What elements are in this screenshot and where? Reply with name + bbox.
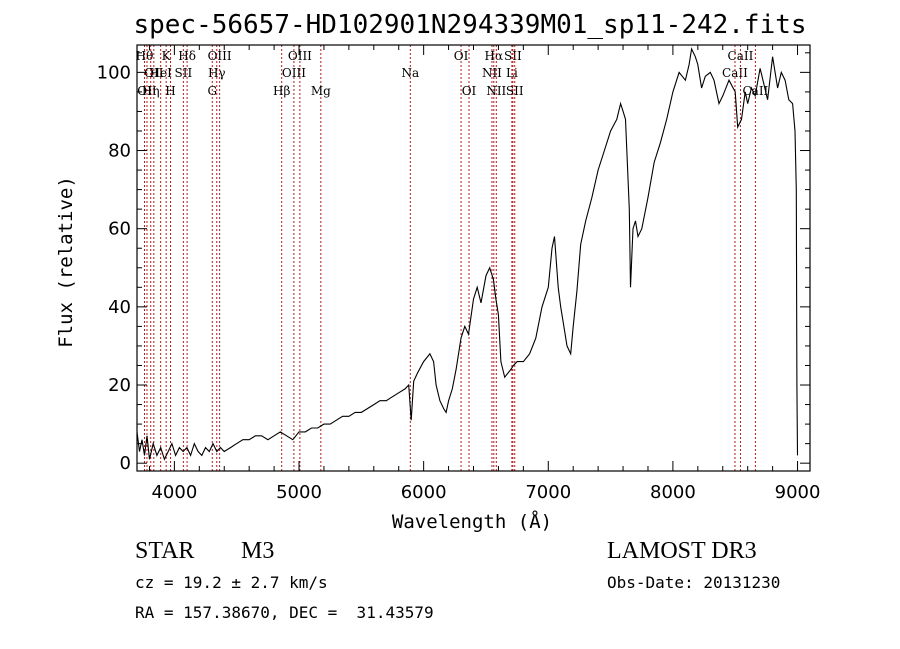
y-tick-label-3: 60 (108, 219, 131, 240)
line-label-23: SII (504, 49, 522, 63)
x-tick-label-2: 6000 (401, 482, 447, 503)
line-label-22: Li (506, 66, 518, 80)
redshift-cz: cz = 19.2 ± 2.7 km/s (135, 573, 328, 592)
observation-date: Obs-Date: 20131230 (607, 573, 781, 592)
line-label-7: SII (175, 66, 193, 80)
line-label-4: HeI (150, 66, 173, 80)
line-label-12: Hβ (273, 84, 290, 98)
line-label-24: SII (506, 84, 524, 98)
x-tick-label-0: 4000 (151, 482, 197, 503)
coordinates: RA = 157.38670, DEC = 31.43579 (135, 603, 434, 622)
line-label-2: Hη (142, 84, 160, 98)
y-tick-label-4: 80 (108, 141, 131, 162)
line-label-10: Hγ (208, 66, 226, 80)
line-label-14: OIII (288, 49, 312, 63)
line-label-21: NII (486, 84, 506, 98)
line-label-18: OI (462, 84, 477, 98)
line-label-25: CaII (722, 66, 748, 80)
line-label-5: K (162, 49, 172, 63)
line-label-1: OII (137, 84, 157, 98)
line-label-6: H (165, 84, 175, 98)
plot-frame (136, 44, 811, 472)
y-tick-label-2: 40 (108, 297, 131, 318)
line-label-8: Hδ (178, 49, 196, 63)
x-tick-label-4: 8000 (650, 482, 696, 503)
survey-name: LAMOST DR3 (607, 538, 757, 564)
y-axis-label: Flux (relative) (55, 176, 77, 348)
y-tick-label-0: 0 (120, 453, 131, 474)
line-label-19: NII (482, 66, 502, 80)
x-tick-label-3: 7000 (525, 482, 571, 503)
x-axis-label: Wavelength (Å) (392, 510, 552, 533)
line-label-17: OI (454, 49, 469, 63)
emission-lines-layer: HθOIIHηOIIHeIKHSIIHδGHγOIIIHβOIIIOIIIMgN… (136, 45, 769, 471)
object-subclass: M3 (241, 538, 275, 564)
object-class: STAR (135, 538, 195, 564)
line-label-0: Hθ (136, 49, 154, 63)
axis-ticks-layer: 4000 5000 6000 7000 8000 9000 0 20 40 60 80 100 (97, 45, 821, 503)
y-tick-label-5: 100 (97, 62, 131, 83)
chart-title: spec-56657-HD102901N294339M01_sp11-242.f… (133, 10, 806, 40)
line-label-15: Mg (311, 84, 331, 98)
line-label-3: OII (144, 66, 164, 80)
line-label-13: OIII (282, 66, 306, 80)
line-label-9: G (207, 84, 217, 98)
y-tick-label-1: 20 (108, 375, 131, 396)
line-label-20: Hα (485, 49, 504, 63)
line-label-26: CaII (728, 49, 754, 63)
line-label-11: OIII (208, 49, 232, 63)
x-tick-label-1: 5000 (276, 482, 322, 503)
x-tick-label-5: 9000 (775, 482, 821, 503)
spectrum-line (136, 47, 799, 461)
line-label-16: Na (401, 66, 419, 80)
